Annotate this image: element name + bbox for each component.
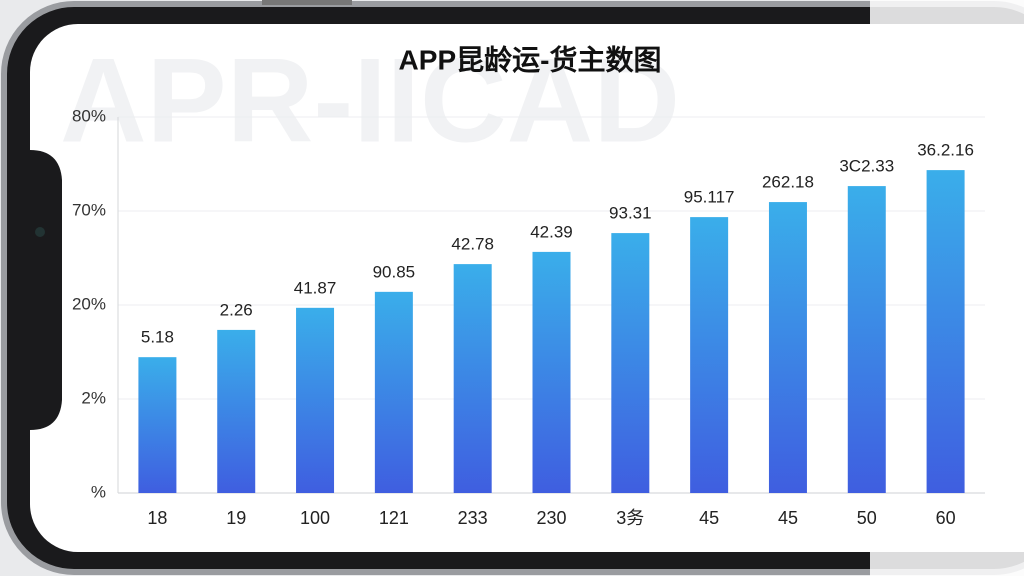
value-label: 93.31 (609, 204, 652, 223)
bar (296, 307, 335, 493)
bar (453, 264, 492, 493)
y-tick-label: 70% (72, 200, 106, 219)
y-tick-label: 2% (81, 388, 106, 407)
bar (374, 291, 413, 493)
x-tick-label: 45 (778, 508, 798, 528)
camera (35, 227, 45, 237)
value-label: 3C2.33 (839, 157, 894, 176)
x-tick-label: 50 (857, 508, 877, 528)
bar (532, 251, 571, 493)
bar (926, 170, 965, 494)
bar (690, 217, 729, 494)
value-label: 36.2.16 (917, 141, 974, 160)
bar (847, 186, 886, 493)
value-label: 5.18 (141, 328, 174, 347)
x-tick-label: 3务 (616, 508, 644, 528)
bar (138, 357, 177, 493)
bar (768, 202, 807, 493)
x-tick-label: 19 (226, 508, 246, 528)
y-tick-label: % (91, 482, 106, 501)
x-tick-label: 60 (936, 508, 956, 528)
value-label: 95.117 (684, 188, 735, 207)
value-label: 42.39 (530, 222, 573, 241)
x-tick-label: 121 (379, 508, 409, 528)
bar (611, 233, 650, 493)
value-label: 41.87 (294, 278, 337, 297)
x-tick-label: 100 (300, 508, 330, 528)
value-label: 2.26 (220, 300, 253, 319)
value-label: 262.18 (762, 173, 814, 192)
x-tick-label: 230 (536, 508, 566, 528)
chart-title: APP昆龄运-货主数图 (399, 43, 662, 75)
y-tick-label: 80% (72, 106, 106, 125)
bar (217, 329, 256, 493)
x-tick-label: 45 (699, 508, 719, 528)
x-tick-label: 18 (147, 508, 167, 528)
phone-button (262, 0, 352, 5)
watermark: APR-IICAD (60, 34, 680, 168)
value-label: 42.78 (451, 235, 494, 254)
y-tick-label: 20% (72, 294, 106, 313)
notch (30, 150, 62, 430)
x-tick-label: 233 (458, 508, 488, 528)
plot: % 2% 20% 70% 80% 18 5.18 19 2.26 100 41.87 121 90.85… (72, 106, 985, 528)
value-label: 90.85 (373, 262, 416, 281)
